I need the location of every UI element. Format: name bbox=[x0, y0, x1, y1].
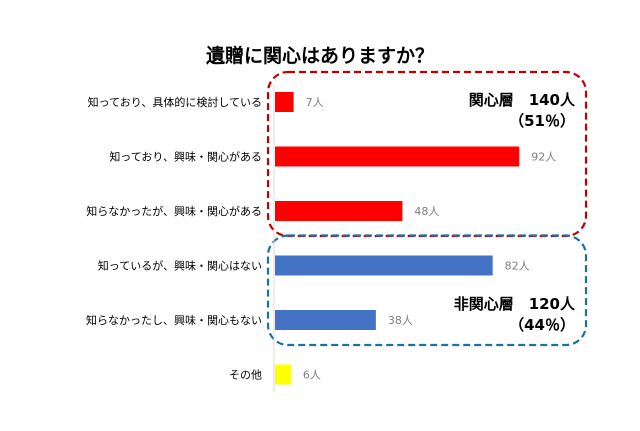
bar bbox=[275, 201, 403, 221]
category-labels: 知っており、具体的に検討している知っており、興味・関心がある知らなかったが、興味… bbox=[86, 95, 262, 382]
data-label: 7人 bbox=[306, 96, 324, 109]
bar bbox=[275, 255, 493, 276]
data-label: 48人 bbox=[414, 205, 439, 218]
group-percentage: （51％） bbox=[509, 112, 575, 130]
bar bbox=[275, 310, 376, 330]
group-box bbox=[266, 70, 588, 238]
category-label: その他 bbox=[229, 369, 262, 382]
data-label: 6人 bbox=[303, 369, 321, 382]
group-percentage: （44％） bbox=[509, 316, 575, 334]
bar bbox=[275, 146, 520, 167]
data-label: 82人 bbox=[505, 260, 530, 273]
category-label: 知らなかったが、興味・関心がある bbox=[86, 204, 262, 218]
category-label: 知らなかったし、興味・関心もない bbox=[86, 313, 262, 327]
group-boxes: 関心層 140人 （51％） 非関心層 120人 （44％） bbox=[266, 70, 588, 347]
group-label: 非関心層 120人 bbox=[454, 295, 576, 313]
category-label: 知っており、興味・関心がある bbox=[109, 150, 262, 164]
value-labels: 7人 92人 48人 82人 38人 6人 bbox=[303, 96, 556, 382]
data-label: 38人 bbox=[388, 314, 413, 327]
bar bbox=[275, 364, 291, 385]
category-label: 知っており、具体的に検討している bbox=[88, 95, 262, 109]
category-label: 知っているが、興味・関心はない bbox=[98, 259, 262, 273]
bar bbox=[275, 92, 294, 112]
group-box bbox=[266, 234, 588, 347]
bars bbox=[275, 92, 520, 385]
group-label: 関心層 140人 bbox=[469, 91, 576, 109]
data-label: 92人 bbox=[531, 151, 556, 164]
chart-title: 遺贈に関心はありますか？ bbox=[206, 44, 434, 67]
